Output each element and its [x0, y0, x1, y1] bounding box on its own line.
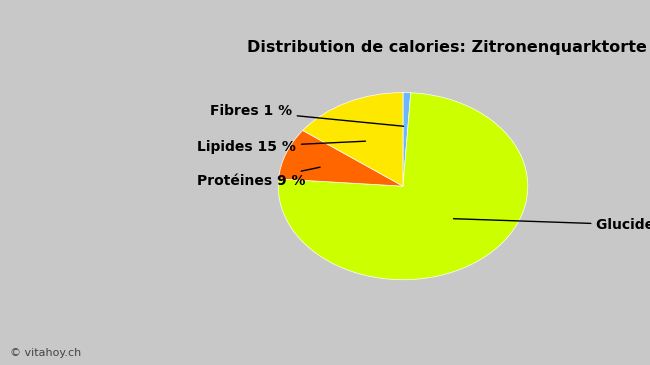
Wedge shape	[279, 130, 403, 186]
Text: Lipides 15 %: Lipides 15 %	[197, 140, 365, 154]
Text: Distribution de calories: Zitronenquarktorte (Migros): Distribution de calories: Zitronenquarkt…	[247, 41, 650, 55]
Text: Protéines 9 %: Protéines 9 %	[197, 167, 320, 188]
Wedge shape	[403, 93, 411, 186]
Wedge shape	[303, 93, 403, 186]
Text: © vitahoy.ch: © vitahoy.ch	[10, 348, 81, 358]
Text: Glucides 76 %: Glucides 76 %	[454, 219, 650, 233]
Text: Fibres 1 %: Fibres 1 %	[209, 104, 404, 126]
Wedge shape	[278, 93, 528, 280]
